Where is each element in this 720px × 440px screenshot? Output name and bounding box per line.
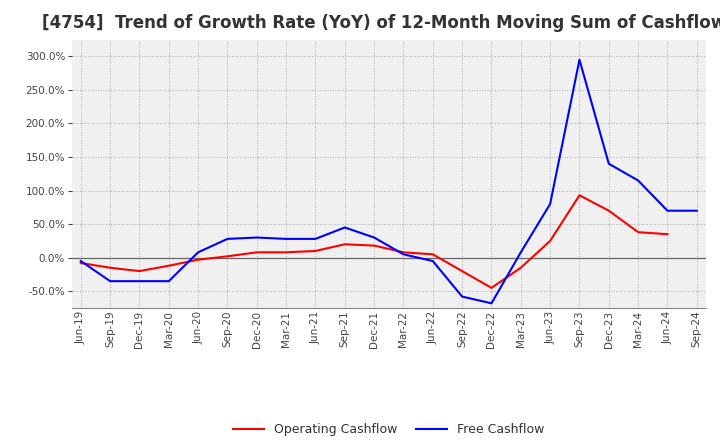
Operating Cashflow	[253, 249, 261, 255]
Operating Cashflow	[76, 260, 85, 266]
Free Cashflow	[693, 208, 701, 213]
Free Cashflow	[663, 208, 672, 213]
Free Cashflow	[370, 235, 379, 240]
Operating Cashflow	[311, 248, 320, 253]
Free Cashflow	[311, 236, 320, 242]
Free Cashflow	[458, 294, 467, 299]
Free Cashflow	[194, 249, 202, 255]
Free Cashflow	[546, 202, 554, 207]
Free Cashflow	[76, 258, 85, 264]
Operating Cashflow	[370, 243, 379, 248]
Operating Cashflow	[223, 254, 232, 259]
Operating Cashflow	[399, 249, 408, 255]
Operating Cashflow	[194, 257, 202, 262]
Operating Cashflow	[458, 268, 467, 274]
Free Cashflow	[341, 225, 349, 230]
Line: Free Cashflow: Free Cashflow	[81, 60, 697, 303]
Legend: Operating Cashflow, Free Cashflow: Operating Cashflow, Free Cashflow	[228, 418, 550, 440]
Operating Cashflow	[341, 242, 349, 247]
Free Cashflow	[516, 249, 525, 255]
Operating Cashflow	[135, 268, 144, 274]
Free Cashflow	[106, 279, 114, 284]
Operating Cashflow	[663, 231, 672, 237]
Operating Cashflow	[282, 249, 290, 255]
Operating Cashflow	[634, 230, 642, 235]
Free Cashflow	[399, 252, 408, 257]
Operating Cashflow	[575, 193, 584, 198]
Operating Cashflow	[487, 285, 496, 290]
Free Cashflow	[164, 279, 173, 284]
Free Cashflow	[135, 279, 144, 284]
Operating Cashflow	[516, 265, 525, 270]
Free Cashflow	[605, 161, 613, 166]
Free Cashflow	[253, 235, 261, 240]
Free Cashflow	[428, 258, 437, 264]
Title: [4754]  Trend of Growth Rate (YoY) of 12-Month Moving Sum of Cashflows: [4754] Trend of Growth Rate (YoY) of 12-…	[42, 15, 720, 33]
Operating Cashflow	[428, 252, 437, 257]
Free Cashflow	[487, 301, 496, 306]
Free Cashflow	[282, 236, 290, 242]
Free Cashflow	[223, 236, 232, 242]
Operating Cashflow	[605, 208, 613, 213]
Free Cashflow	[575, 57, 584, 62]
Operating Cashflow	[164, 263, 173, 268]
Operating Cashflow	[546, 238, 554, 244]
Free Cashflow	[634, 178, 642, 183]
Operating Cashflow	[106, 265, 114, 270]
Line: Operating Cashflow: Operating Cashflow	[81, 195, 667, 288]
